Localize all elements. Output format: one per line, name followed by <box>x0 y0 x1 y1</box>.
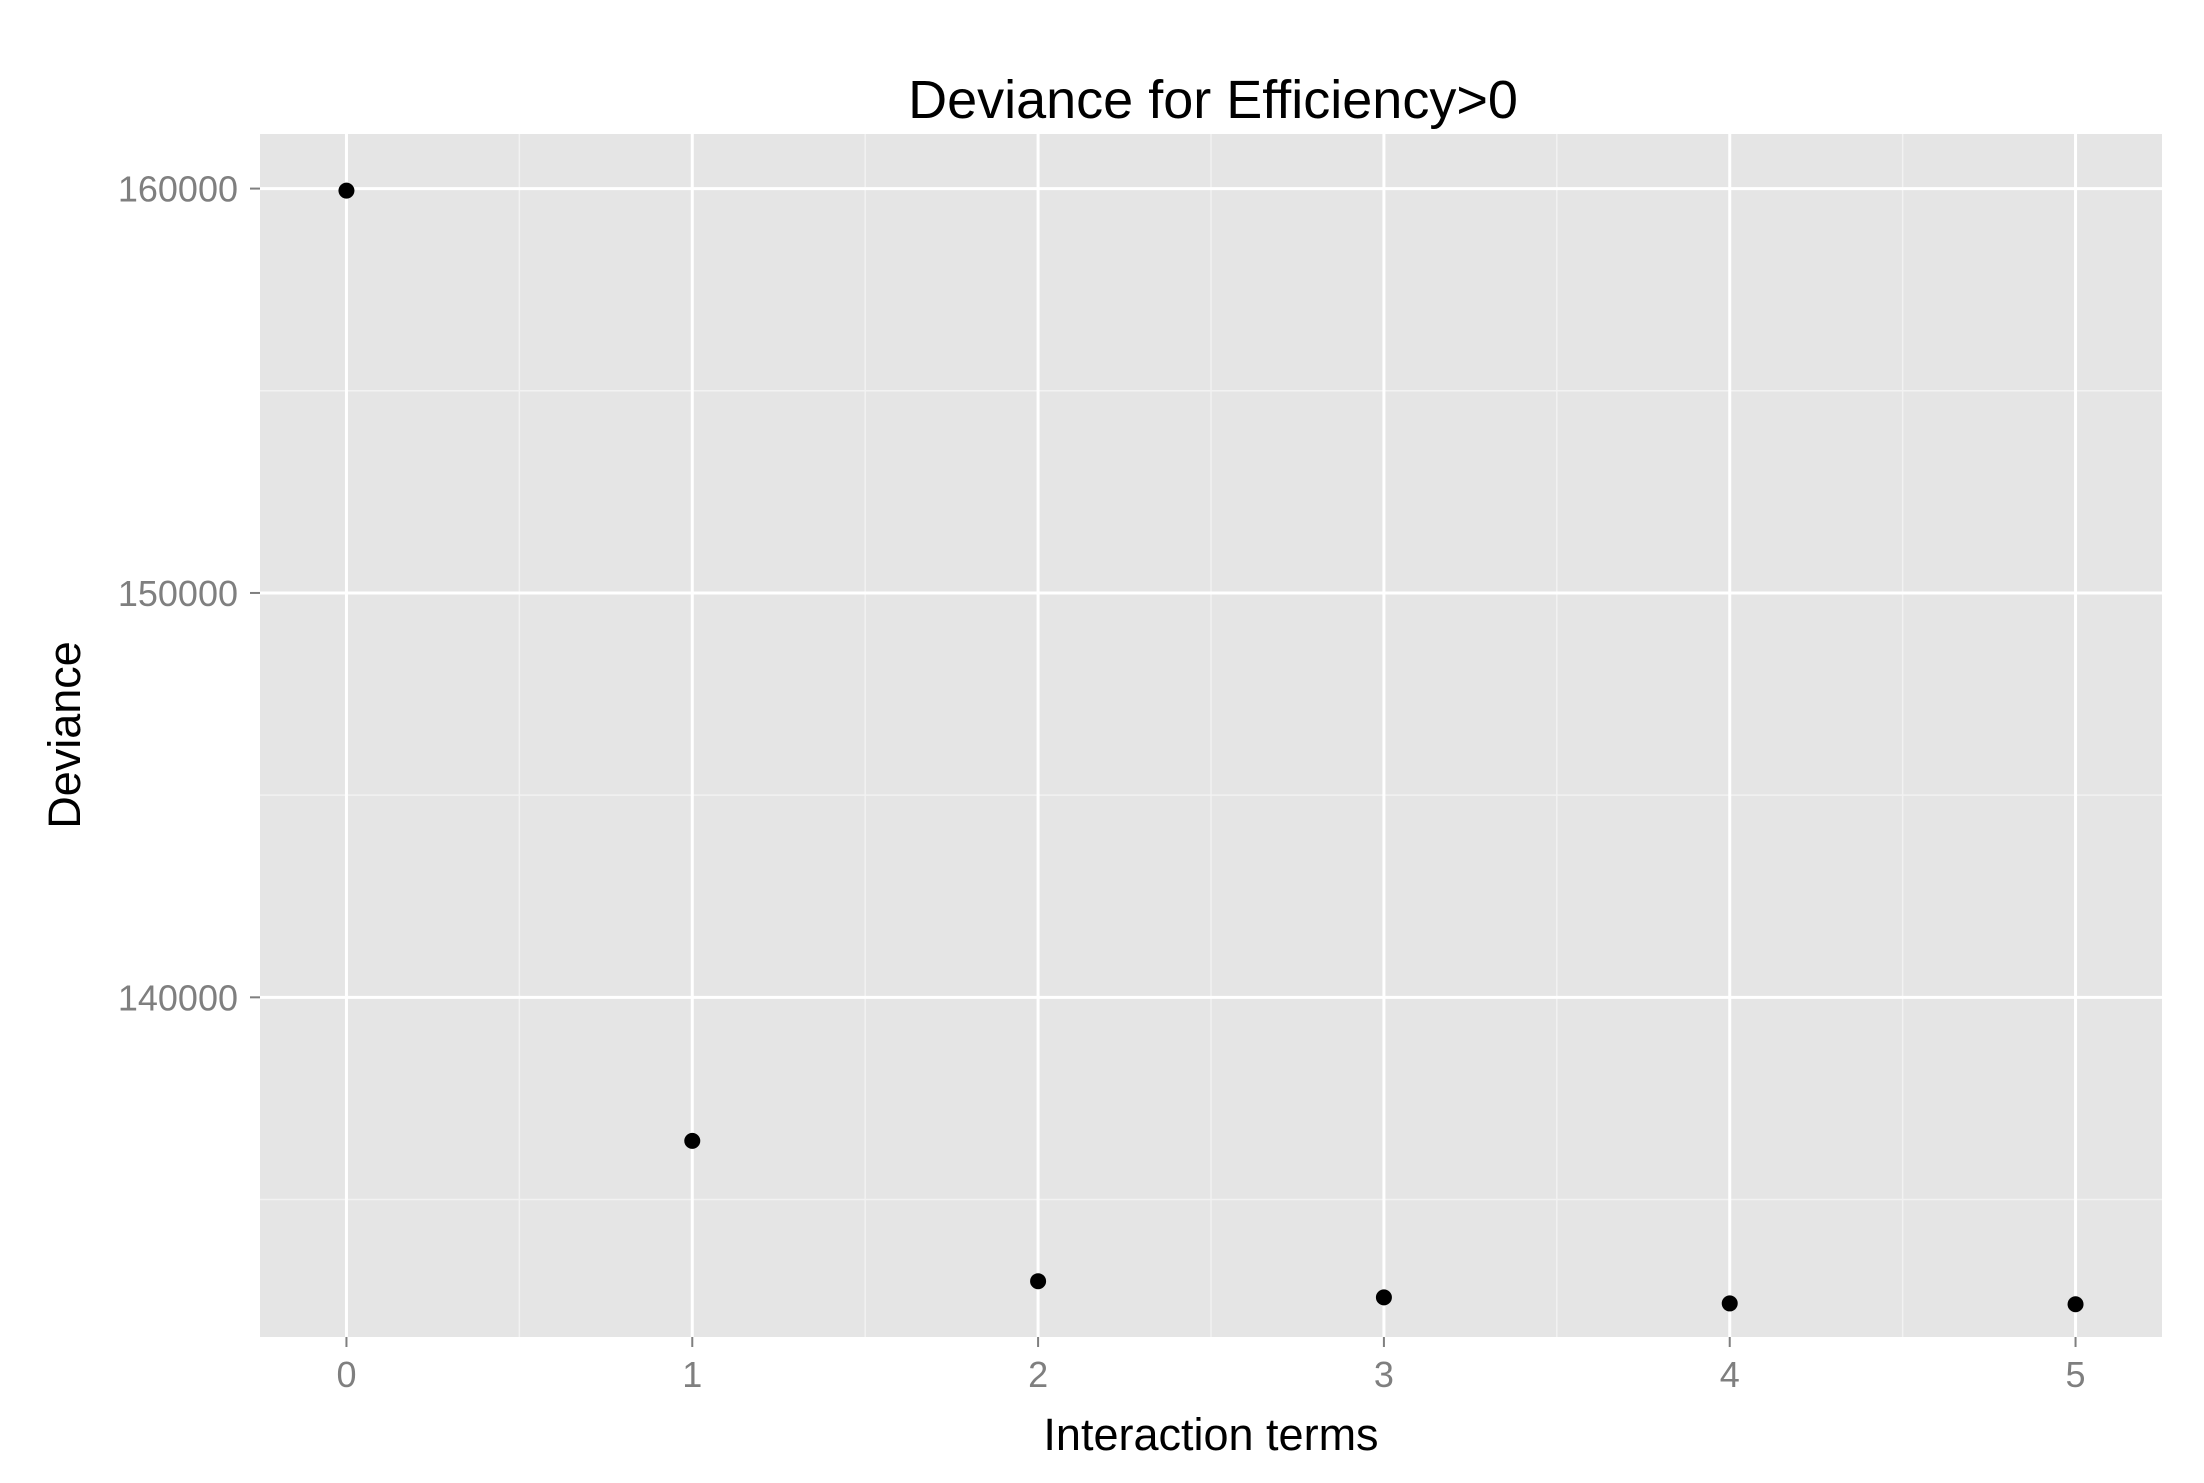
x-axis-ticks: 0 1 2 3 4 5 <box>336 1337 2086 1395</box>
data-point <box>1375 1289 1392 1306</box>
y-axis-title: Deviance <box>39 641 90 829</box>
data-point <box>684 1132 701 1149</box>
minor-gridlines <box>260 134 2162 1337</box>
x-tick-label: 2 <box>1028 1354 1048 1395</box>
data-points <box>338 182 2084 1313</box>
data-point <box>1721 1295 1738 1312</box>
y-axis-ticks: 140000 150000 160000 <box>118 169 260 1018</box>
chart-title: Deviance for Efficiency>0 <box>908 70 1518 130</box>
y-tick-label: 150000 <box>118 573 238 614</box>
y-tick-label: 140000 <box>118 977 238 1018</box>
data-point <box>338 182 355 199</box>
data-point <box>2067 1296 2084 1313</box>
x-tick-label: 1 <box>682 1354 702 1395</box>
data-point <box>1030 1273 1047 1290</box>
x-tick-label: 4 <box>1720 1354 1740 1395</box>
y-tick-label: 160000 <box>118 169 238 210</box>
x-tick-label: 3 <box>1374 1354 1394 1395</box>
x-tick-label: 5 <box>2066 1354 2086 1395</box>
x-axis-title: Interaction terms <box>1043 1409 1378 1460</box>
x-tick-label: 0 <box>336 1354 356 1395</box>
